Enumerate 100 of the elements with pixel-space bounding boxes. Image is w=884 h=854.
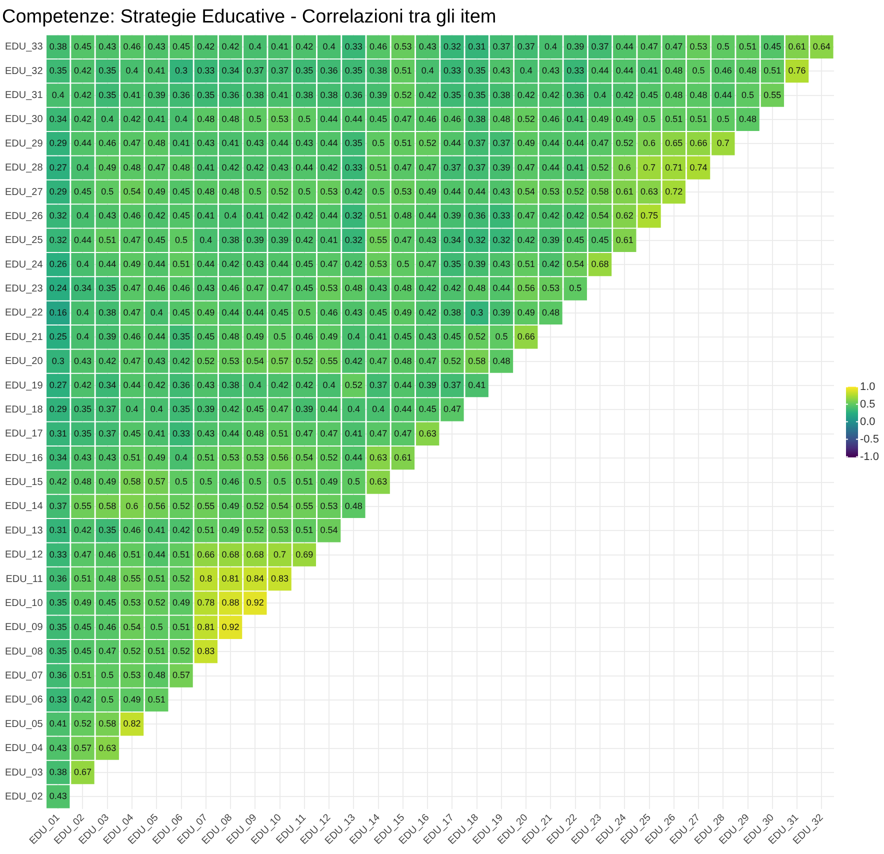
data-label: 0.58 xyxy=(591,186,609,196)
y-tick-label: EDU_12 xyxy=(4,550,44,561)
data-label: 0.45 xyxy=(123,428,141,438)
data-label: 0.69 xyxy=(296,549,314,560)
data-label: 0.35 xyxy=(74,428,92,438)
data-label: 0.38 xyxy=(370,66,388,76)
data-label: 0.5 xyxy=(742,90,754,100)
data-label: 0.32 xyxy=(344,234,362,245)
data-label: 0.48 xyxy=(492,356,510,366)
y-tick-label: EDU_08 xyxy=(4,646,44,658)
data-label: 0.48 xyxy=(394,356,412,366)
y-tick-label: EDU_13 xyxy=(4,525,44,536)
data-label: 0.5 xyxy=(347,476,360,487)
data-label: 0.34 xyxy=(49,452,67,463)
data-label: 0.32 xyxy=(443,41,461,52)
data-label: 0.39 xyxy=(197,404,215,414)
data-label: 0.54 xyxy=(123,186,141,196)
data-label: 0.39 xyxy=(296,404,314,414)
data-label: 0.42 xyxy=(443,283,461,294)
data-label: 0.51 xyxy=(394,138,412,148)
data-label: 0.51 xyxy=(665,114,683,124)
data-label: 0.53 xyxy=(320,186,338,196)
data-label: 0.35 xyxy=(49,622,67,632)
data-label: 0.52 xyxy=(246,500,264,511)
data-label: 0.46 xyxy=(320,307,338,318)
data-label: 0.32 xyxy=(49,210,67,221)
data-label: 0.33 xyxy=(492,210,510,221)
data-label: 0.47 xyxy=(640,41,658,52)
data-label: 0.53 xyxy=(271,525,289,536)
data-label: 0.46 xyxy=(148,283,166,294)
data-label: 0.49 xyxy=(148,186,166,196)
data-label: 0.67 xyxy=(74,766,92,777)
data-label: 0.38 xyxy=(222,380,240,390)
data-label: 0.44 xyxy=(222,307,240,318)
data-label: 0.45 xyxy=(271,307,289,318)
color-bar-label: 0.5 xyxy=(860,398,876,410)
data-label: 0.4 xyxy=(520,66,532,76)
data-label: 0.48 xyxy=(98,573,116,584)
data-label: 0.43 xyxy=(197,428,215,438)
data-label: 0.44 xyxy=(271,138,289,148)
data-label: 0.38 xyxy=(246,90,264,100)
data-label: 0.42 xyxy=(344,186,362,196)
data-label: 0.45 xyxy=(74,646,92,656)
data-label: 0.47 xyxy=(74,549,92,560)
data-label: 0.3 xyxy=(52,356,64,366)
data-label: 0.36 xyxy=(222,90,240,100)
data-label: 0.37 xyxy=(468,138,486,148)
color-bar-label: -1.0 xyxy=(860,450,879,463)
data-label: 0.5 xyxy=(248,114,262,124)
data-label: 0.45 xyxy=(443,332,461,342)
data-label: 0.3 xyxy=(470,307,484,318)
data-label: 0.39 xyxy=(492,162,510,172)
data-label: 0.63 xyxy=(370,452,388,463)
data-label: 0.43 xyxy=(492,259,510,270)
data-label: 0.16 xyxy=(49,307,67,318)
data-label: 0.51 xyxy=(690,114,708,124)
data-label: 0.57 xyxy=(271,356,289,366)
data-label: 0.82 xyxy=(123,718,141,729)
data-label: 0.34 xyxy=(443,234,461,245)
data-label: 0.45 xyxy=(172,186,190,196)
data-label: 0.63 xyxy=(418,428,436,438)
data-label: 0.46 xyxy=(123,525,141,536)
data-label: 0.8 xyxy=(200,573,212,584)
data-label: 0.48 xyxy=(665,66,683,76)
data-label: 0.43 xyxy=(98,41,116,52)
data-label: 0.45 xyxy=(764,41,782,52)
data-label: 0.43 xyxy=(98,452,116,463)
data-label: 0.58 xyxy=(98,500,116,511)
data-label: 0.74 xyxy=(690,162,708,172)
data-label: 0.43 xyxy=(296,138,314,148)
data-label: 0.92 xyxy=(222,622,240,632)
data-label: 0.52 xyxy=(320,452,338,463)
y-tick-label: EDU_28 xyxy=(4,162,44,174)
data-label: 0.53 xyxy=(542,186,560,196)
data-label: 0.65 xyxy=(665,138,683,148)
data-label: 0.46 xyxy=(542,114,560,124)
data-label: 0.47 xyxy=(394,114,412,124)
data-label: 0.4 xyxy=(594,90,606,100)
data-label: 0.53 xyxy=(222,452,240,463)
y-tick-label: EDU_04 xyxy=(4,743,44,754)
data-label: 0.51 xyxy=(370,210,388,221)
data-label: 0.44 xyxy=(320,210,338,221)
data-label: 0.41 xyxy=(148,428,166,438)
data-label: 0.47 xyxy=(394,428,412,438)
data-label: 0.42 xyxy=(418,90,436,100)
data-label: 0.4 xyxy=(421,66,434,76)
data-label: 0.54 xyxy=(566,259,584,270)
data-label: 0.44 xyxy=(320,138,338,148)
data-label: 0.45 xyxy=(296,283,314,294)
data-label: 0.45 xyxy=(197,332,215,342)
data-label: 0.81 xyxy=(197,622,215,632)
y-tick-label: EDU_18 xyxy=(4,404,44,416)
data-label: 0.35 xyxy=(98,66,116,76)
data-label: 0.45 xyxy=(148,234,166,245)
data-label: 0.51 xyxy=(123,452,141,463)
y-tick-label: EDU_17 xyxy=(4,428,44,440)
data-label: 0.33 xyxy=(172,428,190,438)
data-label: 0.88 xyxy=(222,598,240,608)
data-label: 0.44 xyxy=(542,138,560,148)
data-label: 0.47 xyxy=(123,307,141,318)
